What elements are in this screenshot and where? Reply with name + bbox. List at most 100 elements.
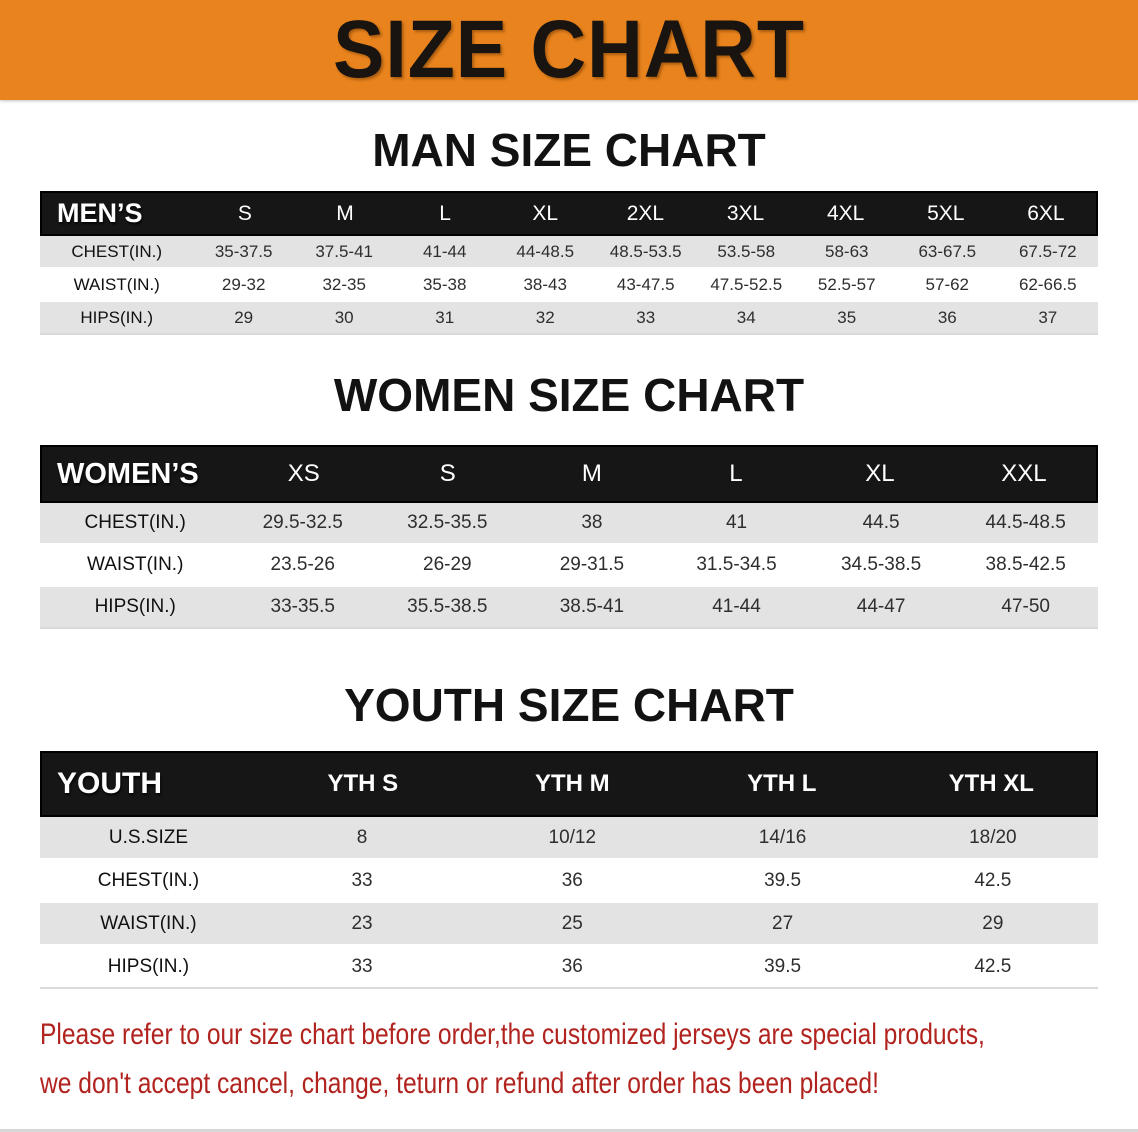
youth-table-row: CHEST(IN.) 33 36 39.5 42.5	[40, 860, 1098, 903]
column-header-yth-xl: YTH XL	[948, 770, 1034, 797]
men-table-header-row: MEN’S S M L XL 2XL 3XL 4XL 5XL 6XL	[40, 191, 1098, 236]
men-chart-title: MAN SIZE CHART	[372, 124, 766, 176]
size-value-cell: 23.5-26	[270, 554, 335, 575]
size-value-cell: 44-48.5	[516, 241, 575, 261]
size-value-cell: 42.5	[974, 955, 1012, 977]
column-header-yth-s: YTH S	[327, 770, 399, 797]
size-value-cell: 58-63	[825, 241, 869, 261]
size-value-cell: 33	[636, 307, 656, 327]
size-value-cell: 31.5-34.5	[696, 554, 777, 575]
size-value-cell: 47.5-52.5	[710, 274, 783, 294]
size-value-cell: 38.5-42.5	[985, 554, 1066, 575]
size-value-cell: 53.5-58	[717, 241, 776, 261]
size-value-cell: 62-66.5	[1018, 274, 1077, 294]
size-value-cell: 29	[234, 307, 254, 327]
size-value-cell: 39.5	[764, 869, 802, 891]
size-value-cell: 38-43	[523, 274, 567, 294]
women-chart-title: WOMEN SIZE CHART	[333, 369, 805, 421]
page-bottom-divider	[0, 1129, 1138, 1132]
column-header-l: L	[729, 460, 743, 487]
size-value-cell: 36	[561, 869, 583, 891]
youth-chart-title: YOUTH SIZE CHART	[344, 679, 794, 731]
size-value-cell: 33-35.5	[270, 596, 335, 617]
size-value-cell: 57-62	[925, 274, 970, 294]
column-header-m: M	[336, 201, 354, 225]
youth-table-label: YOUTH	[57, 767, 162, 800]
size-value-cell: 38.5-41	[559, 596, 625, 617]
women-table-row: CHEST(IN.) 29.5-32.5 32.5-35.5 38 41 44.5 44.5…	[40, 503, 1098, 545]
disclaimer-note: Please refer to our size chart before or…	[40, 1011, 1138, 1108]
size-value-cell: 29	[982, 912, 1004, 934]
men-size-table: MEN’S S M L XL 2XL 3XL 4XL 5XL 6XL CHEST(IN.) 35-37…	[40, 191, 1098, 335]
size-value-cell: 44-47	[856, 596, 906, 617]
size-value-cell: 48.5-53.5	[609, 241, 682, 261]
men-table-row: WAIST(IN.) 29-32 32-35 35-38 38-43 43-47.5 47.…	[40, 269, 1098, 302]
size-value-cell: 35-37.5	[214, 241, 273, 261]
women-table-row: HIPS(IN.) 33-35.5 35.5-38.5 38.5-41 41-44 44-…	[40, 587, 1098, 629]
size-chart-banner: SIZE CHART	[0, 0, 1138, 100]
youth-table-header-row: YOUTH YTH S YTH M YTH L YTH XL	[40, 751, 1098, 817]
size-value-cell: 42.5	[974, 869, 1012, 891]
size-value-cell: 34	[736, 307, 756, 327]
row-label: HIPS(IN.)	[107, 955, 190, 977]
size-value-cell: 23	[351, 912, 373, 934]
column-header-6xl: 6XL	[1027, 201, 1065, 225]
row-label: CHEST(IN.)	[71, 241, 163, 261]
size-value-cell: 41-44	[712, 596, 761, 617]
youth-table-row: WAIST(IN.) 23 25 27 29	[40, 903, 1098, 946]
size-value-cell: 30	[334, 307, 354, 327]
youth-table-row: HIPS(IN.) 33 36 39.5 42.5	[40, 946, 1098, 989]
size-value-cell: 8	[356, 826, 368, 848]
size-value-cell: 35	[837, 307, 857, 327]
row-label: CHEST(IN.)	[97, 869, 200, 891]
column-header-s: S	[439, 460, 456, 487]
size-value-cell: 34.5-38.5	[840, 554, 922, 575]
row-label: WAIST(IN.)	[73, 274, 160, 294]
size-value-cell: 33	[351, 955, 373, 977]
size-value-cell: 67.5-72	[1018, 241, 1077, 261]
size-value-cell: 27	[772, 912, 794, 934]
disclaimer-line1: Please refer to our size chart before or…	[40, 1018, 985, 1051]
size-value-cell: 37.5-41	[315, 241, 374, 261]
column-header-yth-m: YTH M	[534, 770, 610, 797]
column-header-xl: XL	[865, 460, 895, 487]
size-value-cell: 33	[351, 869, 373, 891]
size-value-cell: 35.5-38.5	[407, 596, 488, 617]
column-header-5xl: 5XL	[927, 201, 965, 225]
size-value-cell: 31	[435, 307, 455, 327]
size-value-cell: 41	[725, 512, 748, 533]
size-value-cell: 44.5-48.5	[985, 512, 1066, 533]
column-header-m: M	[581, 460, 602, 487]
size-value-cell: 44.5	[862, 512, 900, 533]
row-label: HIPS(IN.)	[80, 307, 154, 327]
size-value-cell: 63-67.5	[918, 241, 977, 261]
size-value-cell: 35-38	[422, 274, 467, 294]
column-header-2xl: 2XL	[626, 201, 665, 225]
women-size-table: WOMEN’S XS S M L XL XXL CHEST(IN.) 29.5-32.5 32.5…	[40, 445, 1098, 629]
column-header-xl: XL	[532, 201, 559, 225]
youth-table-row: U.S.SIZE 8 10/12 14/16 18/20	[40, 817, 1098, 860]
size-value-cell: 10/12	[548, 826, 597, 848]
disclaimer-line2: we don't accept cancel, change, teturn o…	[40, 1066, 879, 1100]
size-value-cell: 36	[937, 307, 957, 327]
size-value-cell: 43-47.5	[616, 274, 675, 294]
size-value-cell: 38	[581, 512, 603, 533]
size-value-cell: 18/20	[969, 826, 1017, 848]
men-table-row: CHEST(IN.) 35-37.5 37.5-41 41-44 44-48.5 48.5…	[40, 236, 1098, 269]
column-header-4xl: 4XL	[826, 201, 865, 225]
size-value-cell: 29-32	[221, 274, 266, 294]
column-header-3xl: 3XL	[726, 201, 765, 225]
column-header-s: S	[237, 201, 252, 225]
size-value-cell: 29.5-32.5	[262, 512, 343, 533]
men-table-label: MEN’S	[57, 198, 143, 228]
size-value-cell: 37	[1038, 307, 1058, 327]
size-value-cell: 32-35	[322, 274, 366, 294]
row-label: WAIST(IN.)	[100, 912, 197, 934]
row-label: WAIST(IN.)	[87, 554, 184, 575]
column-header-l: L	[439, 201, 451, 225]
row-label: CHEST(IN.)	[84, 512, 186, 533]
size-value-cell: 14/16	[758, 826, 807, 848]
column-header-xs: XS	[287, 460, 320, 487]
size-value-cell: 32.5-35.5	[407, 512, 488, 533]
women-table-header-row: WOMEN’S XS S M L XL XXL	[40, 445, 1098, 503]
